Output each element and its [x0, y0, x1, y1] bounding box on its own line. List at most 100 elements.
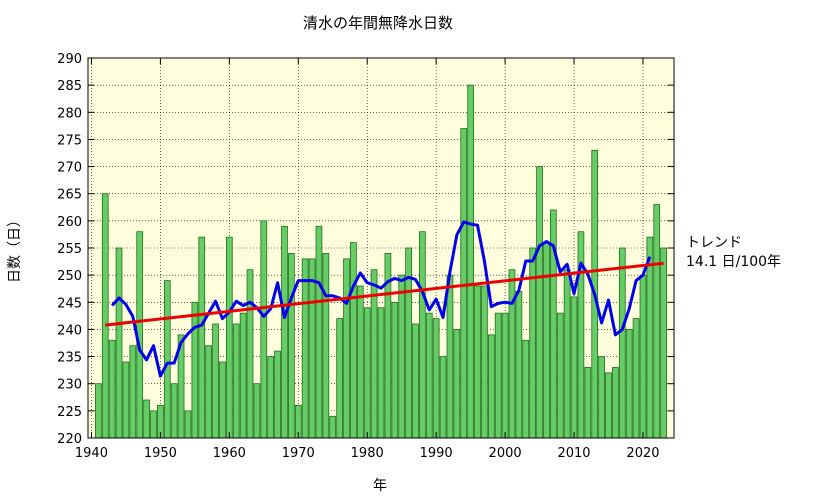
bar [253, 383, 261, 439]
bar [267, 356, 275, 439]
y-tick-label: 255 [57, 242, 82, 257]
bar [570, 296, 578, 439]
bar [501, 312, 509, 439]
bar [625, 329, 633, 439]
bar [163, 280, 171, 439]
bar [556, 312, 564, 439]
bar [660, 247, 668, 439]
bar [425, 312, 433, 439]
bar [639, 274, 647, 439]
x-tick-label: 1990 [420, 446, 453, 461]
bar [598, 356, 605, 439]
bar [108, 339, 116, 439]
bar [274, 350, 281, 439]
bar [260, 220, 268, 439]
bar [460, 128, 468, 439]
bar [232, 323, 240, 439]
bar [508, 269, 516, 439]
bar [439, 356, 447, 439]
y-tick-label: 265 [57, 188, 82, 203]
bar [246, 269, 254, 439]
x-tick-label: 1950 [144, 446, 177, 461]
bar [322, 253, 330, 439]
y-tick-label: 285 [57, 79, 82, 94]
bar [115, 247, 123, 439]
bar [432, 318, 440, 439]
bar [225, 236, 233, 439]
bar [419, 231, 426, 439]
bar [605, 372, 612, 439]
bar [343, 258, 350, 439]
bar [239, 312, 247, 439]
x-axis-label: 年 [373, 478, 387, 494]
bar [143, 399, 150, 439]
bar [336, 318, 343, 439]
y-tick-label: 220 [57, 432, 82, 447]
x-tick-label: 2000 [489, 446, 522, 461]
bar [584, 367, 592, 439]
y-tick-label: 230 [57, 378, 82, 393]
bar [315, 225, 323, 439]
bar [219, 361, 226, 439]
bar [474, 285, 481, 439]
bar [446, 274, 454, 439]
bar [329, 415, 337, 439]
bar [515, 291, 523, 439]
bar [288, 253, 295, 439]
bar [301, 258, 309, 439]
bar [281, 225, 288, 439]
y-tick-label: 260 [57, 215, 82, 230]
y-tick-label: 275 [57, 133, 82, 148]
y-tick-label: 240 [57, 323, 82, 338]
bar [494, 312, 502, 439]
bar [122, 361, 130, 439]
chart-title: 清水の年間無降水日数 [303, 14, 453, 32]
bar [543, 242, 550, 439]
y-axis: 220 225 230 235 240 245 250 255 260 265 270 275 280 2… [57, 52, 674, 447]
bar [94, 383, 102, 439]
bar [398, 274, 406, 439]
bar [363, 307, 371, 439]
bar [391, 301, 399, 439]
bar [170, 383, 178, 439]
x-tick-label: 1970 [282, 446, 315, 461]
y-tick-label: 225 [57, 405, 82, 420]
trend-line [105, 261, 664, 327]
bar [198, 236, 206, 439]
trend-rate: 14.1 日/100年 [686, 254, 781, 270]
y-tick-label: 245 [57, 296, 82, 311]
bar [467, 84, 474, 439]
x-tick-label: 1980 [351, 446, 384, 461]
bar [646, 236, 654, 439]
bar [481, 285, 488, 439]
bar [618, 247, 626, 439]
bar [412, 323, 419, 439]
y-tick-label: 290 [57, 52, 82, 67]
y-tick-label: 250 [57, 269, 82, 284]
x-tick-label: 1940 [75, 446, 108, 461]
x-axis: 1940 1950 1960 1970 1980 1990 2000 2010 2020 [75, 58, 660, 461]
x-tick-label: 2010 [557, 446, 590, 461]
bar [101, 193, 109, 439]
y-tick-label: 280 [57, 106, 82, 121]
bar [536, 166, 543, 439]
bar [308, 258, 316, 439]
x-tick-label: 1960 [213, 446, 246, 461]
bar [205, 345, 212, 439]
bar [522, 339, 530, 439]
bar [129, 345, 137, 439]
trend-label: トレンド [686, 235, 742, 251]
bar [212, 323, 219, 439]
bar [487, 334, 495, 439]
bar [356, 285, 364, 439]
bar [150, 410, 157, 439]
y-tick-label: 235 [57, 351, 82, 366]
bar [632, 318, 640, 439]
bar [377, 307, 385, 439]
bar [612, 367, 619, 439]
bar [191, 301, 199, 439]
y-tick-label: 270 [57, 161, 82, 176]
grid [88, 57, 674, 439]
bar [563, 269, 571, 439]
